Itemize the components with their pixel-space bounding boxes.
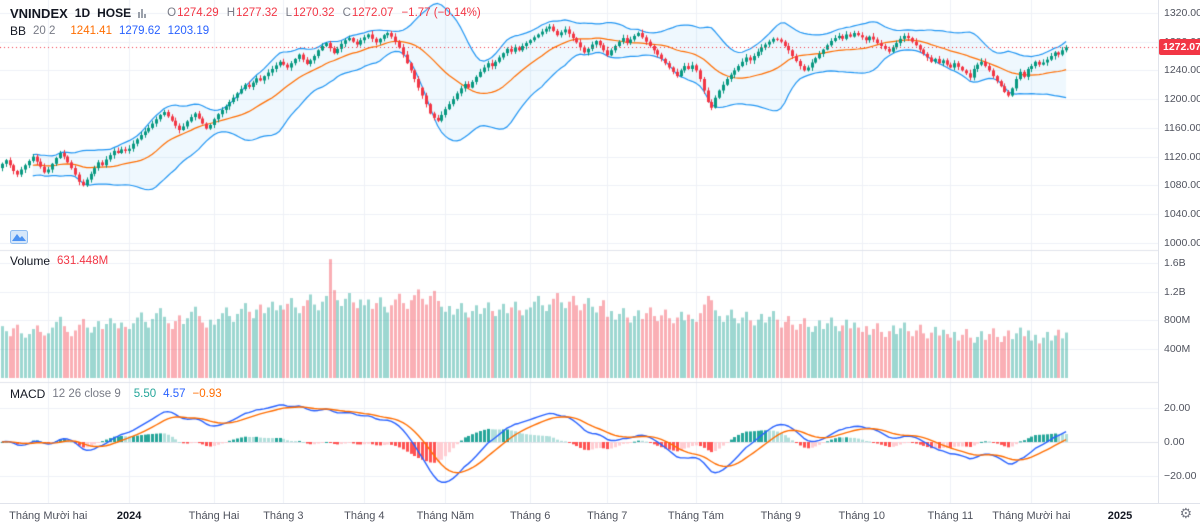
- price-axis-label: 1000.00: [1164, 236, 1200, 249]
- time-axis-label: Tháng Năm: [416, 510, 475, 522]
- price-axis-label: 1320.00: [1164, 6, 1200, 19]
- bb-upper-value: 1279.62: [118, 25, 161, 37]
- macd-params: 12 26 close 9: [52, 388, 121, 400]
- time-axis-label: 2024: [116, 510, 142, 522]
- time-axis-label: Tháng 9: [760, 510, 801, 522]
- macd-signal-value: −0.93: [192, 388, 222, 400]
- time-axis-label: Tháng Tám: [667, 510, 724, 522]
- close-label: C: [342, 7, 351, 19]
- open-value: 1274.29: [177, 7, 219, 19]
- symbol-name[interactable]: VNINDEX: [10, 5, 68, 21]
- bb-params: 20 2: [33, 25, 56, 37]
- time-axis-label: Tháng 11: [927, 510, 974, 522]
- bb-basis-value: 1241.41: [70, 25, 112, 37]
- price-axis-label: 1200.00: [1164, 93, 1200, 106]
- volume-axis-label: 800M: [1164, 314, 1191, 327]
- time-axis-label: Tháng Mười hai: [9, 510, 88, 522]
- time-axis-label: Tháng 4: [344, 510, 385, 522]
- interval-label[interactable]: 1D: [74, 6, 91, 20]
- time-axis-label: Tháng 7: [587, 510, 628, 522]
- price-axis-label: 1240.00: [1164, 64, 1200, 77]
- macd-axis-label: 20.00: [1164, 402, 1191, 414]
- time-axis-label: Tháng Mười hai: [992, 510, 1071, 522]
- low-value: 1270.32: [292, 7, 335, 19]
- macd-axis-label: 0.00: [1164, 436, 1185, 448]
- volume-indicator-title[interactable]: Volume: [10, 254, 51, 268]
- macd-axis-label: −20.00: [1164, 470, 1197, 482]
- volume-axis-label: 1.2B: [1164, 285, 1186, 298]
- price-axis-label: 1080.00: [1164, 179, 1200, 192]
- macd-line-value: 4.57: [163, 388, 186, 400]
- ohlc-readout: O 1274.29 H 1277.32 L 1270.32 C 1272.07 −1.7…: [167, 7, 481, 19]
- price-axis-label: 1160.00: [1164, 121, 1200, 134]
- symbol-menu-icon[interactable]: [138, 8, 147, 18]
- last-price-badge: 1272.07: [1159, 39, 1200, 56]
- volume-axis-label: 400M: [1164, 343, 1191, 356]
- price-axis-label: 1120.00: [1164, 150, 1200, 163]
- settings-gear-icon[interactable]: ⚙: [1179, 506, 1192, 522]
- change-value: −1.77 (−0.14%): [401, 7, 481, 19]
- time-axis-label: Tháng Hai: [188, 510, 240, 522]
- volume-value: 631.448M: [57, 255, 109, 267]
- price-axis-label: 1040.00: [1164, 208, 1200, 221]
- open-label: O: [167, 7, 177, 19]
- macd-legend: MACD 12 26 close 9 5.50 4.57 −0.93: [10, 385, 222, 403]
- bb-indicator-title[interactable]: BB: [10, 24, 27, 38]
- main-legend: VNINDEX 1D HOSE O 1274.29 H 1277.32 L 1270.…: [10, 4, 481, 40]
- macd-indicator-title[interactable]: MACD: [10, 387, 46, 401]
- exchange-logo-icon: [10, 230, 28, 244]
- high-value: 1277.32: [236, 7, 278, 19]
- volume-legend: Volume 631.448M: [10, 252, 108, 270]
- time-axis-label: Tháng 10: [838, 510, 885, 522]
- low-label: L: [285, 7, 292, 19]
- time-axis-label: 2025: [1107, 510, 1133, 522]
- exchange-label[interactable]: HOSE: [97, 6, 132, 20]
- time-scale[interactable]: Tháng Mười hai 2024 Tháng Hai Tháng 3 Tháng …: [0, 503, 1200, 527]
- close-value: 1272.07: [351, 7, 394, 19]
- price-scale[interactable]: 1320.001280.001240.001200.001160.001120.…: [1158, 0, 1200, 503]
- time-axis-label: Tháng 3: [263, 510, 304, 522]
- high-label: H: [226, 7, 235, 19]
- volume-axis-label: 1.6B: [1164, 256, 1186, 269]
- macd-hist-value: 5.50: [133, 388, 157, 400]
- bb-lower-value: 1203.19: [167, 25, 210, 37]
- time-axis-label: Tháng 6: [509, 510, 551, 522]
